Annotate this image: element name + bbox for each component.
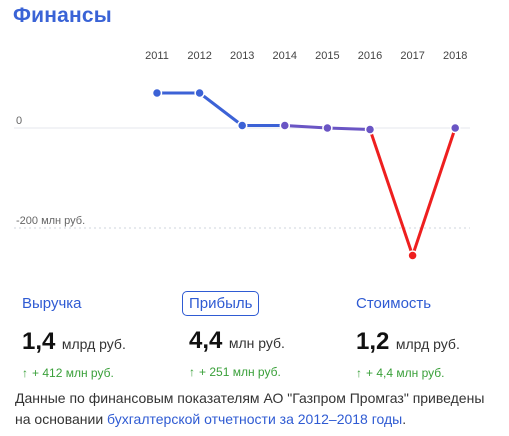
arrow-up-icon: ↑ [189, 365, 195, 379]
kpi-value-label[interactable]: Стоимость [356, 295, 432, 312]
x-tick-label: 2011 [145, 50, 169, 62]
kpi-profit-delta: ↑ + 251 млн руб. [189, 365, 285, 379]
kpi-revenue-delta: ↑ + 412 млн руб. [22, 366, 126, 380]
x-tick-label: 2015 [315, 50, 339, 62]
x-tick-label: 2018 [443, 50, 467, 62]
kpi-profit-value: 4,4 млн руб. [189, 327, 285, 355]
series-segment [368, 128, 415, 257]
kpi-value-delta-text: + 4,4 млн руб. [366, 366, 445, 380]
data-point [151, 87, 163, 99]
x-tick-label: 2013 [230, 50, 254, 62]
kpi-profit-delta-text: + 251 млн руб. [199, 365, 281, 379]
kpi-profit-unit: млн руб. [228, 335, 285, 351]
kpi-value-number: 1,2 [356, 328, 390, 355]
data-point [236, 120, 248, 131]
arrow-up-icon: ↑ [22, 366, 28, 380]
data-point [194, 87, 205, 99]
kpi-profit-label[interactable]: Прибыль [182, 291, 260, 316]
kpi-revenue-unit: млрд руб. [61, 336, 126, 352]
kpi-revenue-delta-text: + 412 млн руб. [32, 366, 114, 380]
kpi-value-unit: млрд руб. [395, 336, 460, 352]
x-tick-label: 2016 [358, 50, 382, 62]
kpi-revenue-label[interactable]: Выручка [22, 295, 82, 312]
note-text: Данные по финансовым показателям АО "Газ… [15, 390, 485, 427]
series-segment [325, 126, 372, 131]
kpi-value-delta: ↑ + 4,4 млн руб. [356, 366, 460, 380]
data-point [279, 120, 291, 131]
series-segment [411, 126, 457, 257]
data-point [322, 122, 333, 134]
y-tick-label: 0 [16, 115, 22, 127]
data-point [449, 122, 461, 134]
data-source-note: Данные по финансовым показателям АО "Газ… [15, 388, 500, 430]
note-end: . [402, 411, 407, 427]
data-point [364, 124, 376, 135]
accounting-report-link[interactable]: бухгалтерской отчетности за 2012–2018 го… [107, 411, 403, 427]
kpi-value-value: 1,2 млрд руб. [356, 328, 460, 356]
kpi-revenue[interactable]: Выручка 1,4 млрд руб. ↑ + 412 млн руб. [22, 295, 126, 380]
kpi-revenue-value: 1,4 млрд руб. [22, 328, 126, 356]
data-point [407, 250, 418, 261]
x-tick-label: 2012 [187, 50, 211, 62]
arrow-up-icon: ↑ [356, 366, 362, 380]
kpi-value[interactable]: Стоимость 1,2 млрд руб. ↑ + 4,4 млн руб. [356, 295, 460, 380]
x-tick-label: 2017 [400, 50, 424, 62]
y-tick-label: -200 млн руб. [16, 215, 85, 227]
page-title: Финансы [13, 4, 112, 27]
kpi-profit-number: 4,4 [189, 327, 223, 354]
series-segment [198, 91, 244, 127]
kpi-profit[interactable]: Прибыль 4,4 млн руб. ↑ + 251 млн руб. [182, 291, 285, 379]
x-tick-label: 2014 [273, 50, 297, 62]
kpi-revenue-number: 1,4 [22, 328, 56, 355]
finance-line-chart: 0 -200 млн руб. 2011 2012 2013 2014 2015 2016 20… [14, 50, 470, 261]
series-segment [283, 124, 329, 130]
